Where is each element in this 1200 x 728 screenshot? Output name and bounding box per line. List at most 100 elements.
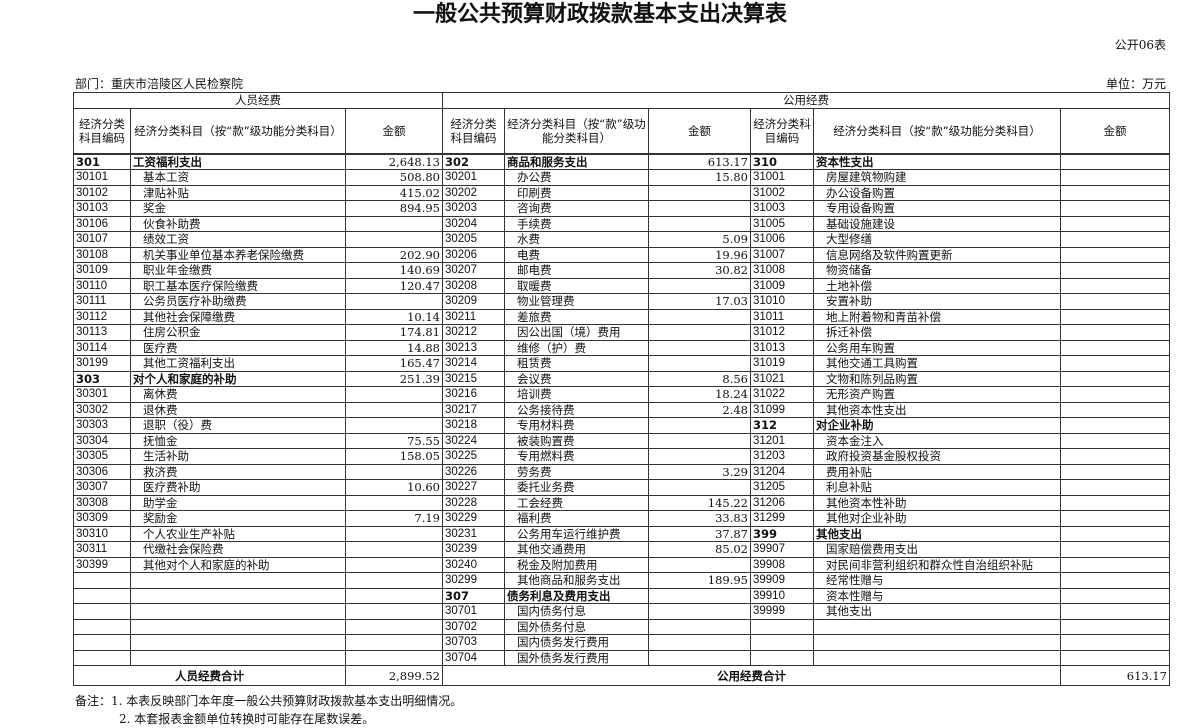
item-code: 30102 bbox=[73, 184, 131, 201]
table-row: 303 对个人和家庭的补助 251.39 30215 会议费 8.56 31021 文物和陈列… bbox=[73, 370, 1170, 387]
item-amount bbox=[648, 417, 751, 434]
item-name: 税金及附加费用 bbox=[504, 556, 649, 573]
item-name: 救济费 bbox=[130, 463, 346, 480]
item-amount bbox=[1060, 215, 1170, 232]
item-code: 39999 bbox=[750, 603, 814, 620]
table-row: 30113 住房公积金 174.81 30212 因公出国（境）费用 31012 拆迁补偿 bbox=[73, 324, 1170, 341]
item-code: 39909 bbox=[750, 572, 814, 589]
item-amount: 2.48 bbox=[648, 401, 751, 418]
item-code: 30205 bbox=[442, 231, 505, 248]
item-name: 其他对企业补助 bbox=[813, 510, 1061, 527]
item-code: 307 bbox=[442, 587, 505, 604]
item-amount bbox=[648, 200, 751, 217]
item-amount bbox=[648, 432, 751, 449]
item-code: 31005 bbox=[750, 215, 814, 232]
public-total-label: 公用经费合计 bbox=[442, 665, 1061, 686]
item-amount bbox=[1060, 525, 1170, 542]
item-name: 生活补助 bbox=[130, 448, 346, 465]
item-code: 30702 bbox=[442, 618, 505, 635]
item-code: 301 bbox=[73, 152, 131, 170]
item-amount bbox=[345, 417, 443, 434]
item-code bbox=[750, 618, 814, 635]
item-code: 30108 bbox=[73, 246, 131, 263]
item-code: 31008 bbox=[750, 262, 814, 279]
item-amount bbox=[1060, 262, 1170, 279]
item-code: 31201 bbox=[750, 432, 814, 449]
item-name: 助学金 bbox=[130, 494, 346, 511]
item-amount bbox=[1060, 401, 1170, 418]
item-amount bbox=[648, 634, 751, 651]
item-name: 职工基本医疗保险缴费 bbox=[130, 277, 346, 294]
item-amount bbox=[1060, 479, 1170, 496]
item-name: 职业年金缴费 bbox=[130, 262, 346, 279]
item-amount: 145.22 bbox=[648, 494, 751, 511]
item-name: 办公设备购置 bbox=[813, 184, 1061, 201]
item-name: 工会经费 bbox=[504, 494, 649, 511]
table-row: 30701 国内债务付息 39999 其他支出 bbox=[73, 603, 1170, 620]
item-amount: 508.80 bbox=[345, 169, 443, 186]
item-name: 债务利息及费用支出 bbox=[504, 587, 649, 604]
item-code: 30301 bbox=[73, 386, 131, 403]
item-name: 物资储备 bbox=[813, 262, 1061, 279]
item-code: 30218 bbox=[442, 417, 505, 434]
table-row: 30108 机关事业单位基本养老保险缴费 202.90 30206 电费 19.96 310… bbox=[73, 246, 1170, 263]
page-title: 一般公共预算财政拨款基本支出决算表 bbox=[412, 2, 787, 27]
item-name: 退职（役）费 bbox=[130, 417, 346, 434]
item-name: 专用材料费 bbox=[504, 417, 649, 434]
item-amount bbox=[345, 463, 443, 480]
item-code: 31001 bbox=[750, 169, 814, 186]
item-amount bbox=[345, 494, 443, 511]
item-name: 津贴补贴 bbox=[130, 184, 346, 201]
item-name bbox=[130, 634, 346, 651]
item-amount bbox=[345, 556, 443, 573]
item-amount bbox=[648, 277, 751, 294]
item-code: 30231 bbox=[442, 525, 505, 542]
item-code: 30209 bbox=[442, 293, 505, 310]
item-amount: 158.05 bbox=[345, 448, 443, 465]
item-code: 30112 bbox=[73, 308, 131, 325]
item-name: 其他支出 bbox=[813, 603, 1061, 620]
table-row: 30110 职工基本医疗保险缴费 120.47 30208 取暖费 31009 土地补偿 bbox=[73, 277, 1170, 294]
item-amount bbox=[1060, 200, 1170, 217]
item-name: 公务用车运行维护费 bbox=[504, 525, 649, 542]
item-amount bbox=[1060, 448, 1170, 465]
item-code: 30114 bbox=[73, 339, 131, 356]
item-code: 30103 bbox=[73, 200, 131, 217]
item-amount: 7.19 bbox=[345, 510, 443, 527]
item-code: 30308 bbox=[73, 494, 131, 511]
item-code bbox=[73, 649, 131, 666]
table-row: 30309 奖励金 7.19 30229 福利费 33.83 31299 其他对企业补助 bbox=[73, 510, 1170, 527]
item-name: 地上附着物和青苗补偿 bbox=[813, 308, 1061, 325]
item-code: 30101 bbox=[73, 169, 131, 186]
item-name: 委托业务费 bbox=[504, 479, 649, 496]
item-amount bbox=[345, 293, 443, 310]
item-code: 31007 bbox=[750, 246, 814, 263]
item-amount: 75.55 bbox=[345, 432, 443, 449]
item-code: 31010 bbox=[750, 293, 814, 310]
item-code: 30704 bbox=[442, 649, 505, 666]
note-2: 2. 本套报表金额单位转换时可能存在尾数误差。 bbox=[119, 712, 375, 726]
item-name: 抚恤金 bbox=[130, 432, 346, 449]
item-name: 拆迁补偿 bbox=[813, 324, 1061, 341]
item-name bbox=[130, 618, 346, 635]
item-name: 国内债务发行费用 bbox=[504, 634, 649, 651]
item-name: 电费 bbox=[504, 246, 649, 263]
item-amount bbox=[1060, 169, 1170, 186]
item-amount: 3.29 bbox=[648, 463, 751, 480]
item-code: 31011 bbox=[750, 308, 814, 325]
item-code: 30208 bbox=[442, 277, 505, 294]
item-amount bbox=[1060, 463, 1170, 480]
table-row: 30103 奖金 894.95 30203 咨询费 31003 专用设备购置 bbox=[73, 200, 1170, 217]
item-amount bbox=[1060, 152, 1170, 170]
item-amount bbox=[648, 308, 751, 325]
item-amount: 202.90 bbox=[345, 246, 443, 263]
item-code: 30240 bbox=[442, 556, 505, 573]
item-amount bbox=[1060, 618, 1170, 635]
item-code: 30311 bbox=[73, 541, 131, 558]
item-amount bbox=[648, 479, 751, 496]
item-name: 代缴社会保险费 bbox=[130, 541, 346, 558]
item-amount bbox=[345, 572, 443, 589]
item-amount: 894.95 bbox=[345, 200, 443, 217]
name-header: 经济分类科目（按“款”级功能分类科目） bbox=[130, 107, 346, 154]
public-total-amount: 613.17 bbox=[1060, 665, 1170, 686]
